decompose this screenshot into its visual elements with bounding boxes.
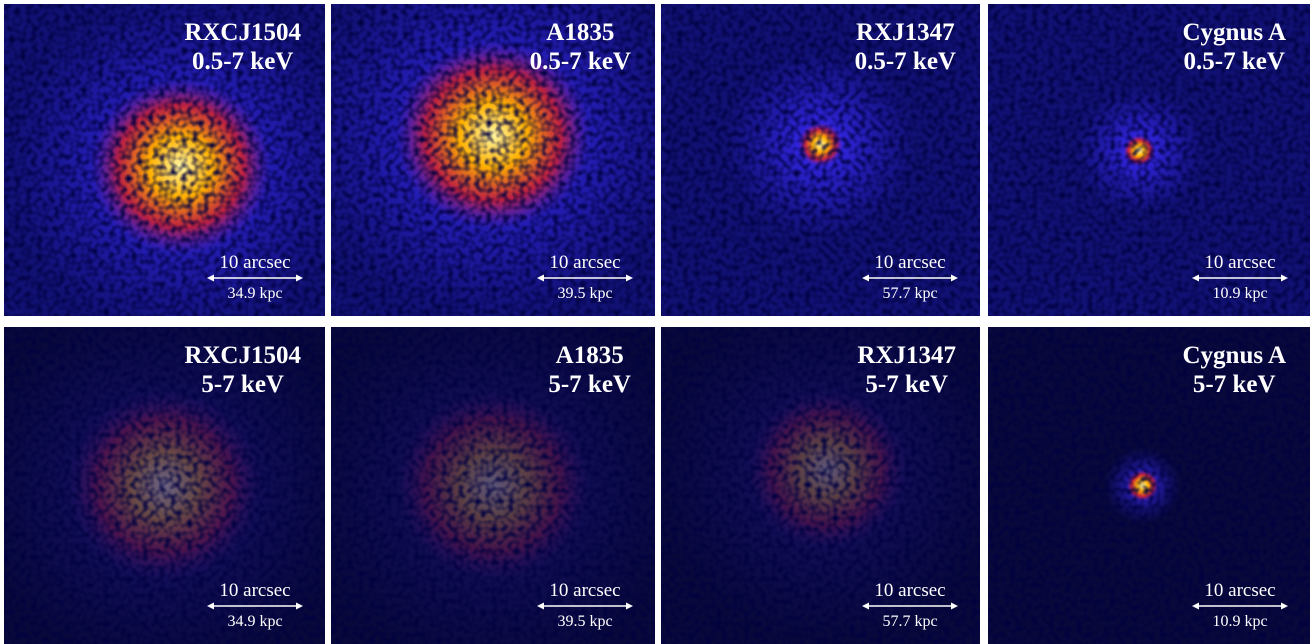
- scale-bar: 10 arcsec 57.7 kpc: [862, 580, 958, 632]
- distance-text: 34.9 kpc: [227, 613, 283, 630]
- object-name: Cygnus A: [1182, 19, 1286, 46]
- energy-band: 5-7 keV: [865, 371, 949, 398]
- panel-label: RXJ1347 5-7 keV: [857, 341, 956, 399]
- scale-arrow: [862, 274, 958, 282]
- xray-image: [988, 327, 1310, 644]
- distance-text: 10.9 kpc: [1212, 285, 1268, 302]
- image-panel: RXCJ1504 5-7 keV 10 arcsec 34.9 kpc: [4, 327, 325, 644]
- scale-bar: 10 arcsec 34.9 kpc: [207, 580, 303, 632]
- scale-bar: 10 arcsec 39.5 kpc: [537, 580, 633, 632]
- object-name: Cygnus A: [1182, 342, 1286, 369]
- scale-text: 10 arcsec: [1204, 252, 1276, 273]
- xray-image: [4, 4, 325, 316]
- distance-text: 39.5 kpc: [557, 285, 613, 302]
- scale-bar: 10 arcsec 34.9 kpc: [207, 252, 303, 304]
- scale-bar: 10 arcsec 10.9 kpc: [1192, 580, 1288, 632]
- panel-label: A1835 0.5-7 keV: [530, 18, 631, 76]
- panel-label: RXCJ1504 0.5-7 keV: [184, 18, 301, 76]
- scale-text: 10 arcsec: [219, 580, 291, 601]
- scale-arrow: [207, 274, 303, 282]
- energy-band: 5-7 keV: [201, 371, 284, 398]
- scale-text: 10 arcsec: [874, 252, 946, 273]
- distance-text: 57.7 kpc: [882, 285, 938, 302]
- panel-label: RXCJ1504 5-7 keV: [184, 341, 301, 399]
- xray-image: [331, 4, 655, 316]
- energy-band: 0.5-7 keV: [529, 48, 631, 75]
- energy-band: 0.5-7 keV: [1183, 48, 1285, 75]
- xray-image: [661, 327, 980, 644]
- scale-bar: 10 arcsec 10.9 kpc: [1192, 252, 1288, 304]
- image-panel: Cygnus A 5-7 keV 10 arcsec 10.9 kpc: [988, 327, 1310, 644]
- distance-text: 10.9 kpc: [1212, 613, 1268, 630]
- panel-label: A1835 5-7 keV: [548, 341, 631, 399]
- distance-text: 39.5 kpc: [557, 613, 613, 630]
- panel-label: RXJ1347 0.5-7 keV: [855, 18, 956, 76]
- scale-text: 10 arcsec: [874, 580, 946, 601]
- distance-text: 34.9 kpc: [227, 285, 283, 302]
- xray-image: [988, 4, 1310, 316]
- panel-label: Cygnus A 0.5-7 keV: [1182, 18, 1286, 76]
- xray-image: [661, 4, 980, 316]
- xray-image: [4, 327, 325, 644]
- xray-image: [331, 327, 655, 644]
- scale-arrow: [537, 274, 633, 282]
- distance-text: 57.7 kpc: [882, 613, 938, 630]
- scale-arrow: [1192, 274, 1288, 282]
- scale-arrow: [537, 602, 633, 610]
- scale-text: 10 arcsec: [549, 580, 621, 601]
- scale-text: 10 arcsec: [1204, 580, 1276, 601]
- image-panel: A1835 0.5-7 keV 10 arcsec 39.5 kpc: [331, 4, 655, 316]
- object-name: RXCJ1504: [184, 342, 301, 369]
- scale-arrow: [207, 602, 303, 610]
- object-name: RXJ1347: [856, 19, 955, 46]
- energy-band: 5-7 keV: [1192, 371, 1276, 398]
- energy-band: 5-7 keV: [548, 371, 631, 398]
- scale-arrow: [1192, 602, 1288, 610]
- image-panel: Cygnus A 0.5-7 keV 10 arcsec 10.9 kpc: [988, 4, 1310, 316]
- image-panel: RXCJ1504 0.5-7 keV 10 arcsec 34.9 kpc: [4, 4, 325, 316]
- object-name: RXCJ1504: [184, 19, 301, 46]
- energy-band: 0.5-7 keV: [191, 48, 294, 75]
- energy-band: 0.5-7 keV: [854, 48, 956, 75]
- panel-label: Cygnus A 5-7 keV: [1182, 341, 1286, 399]
- object-name: A1835: [546, 19, 615, 46]
- scale-arrow: [862, 602, 958, 610]
- scale-text: 10 arcsec: [219, 252, 291, 273]
- object-name: A1835: [555, 342, 624, 369]
- scale-bar: 10 arcsec 39.5 kpc: [537, 252, 633, 304]
- image-panel: RXJ1347 0.5-7 keV 10 arcsec 57.7 kpc: [661, 4, 980, 316]
- scale-bar: 10 arcsec 57.7 kpc: [862, 252, 958, 304]
- scale-text: 10 arcsec: [549, 252, 621, 273]
- image-panel: RXJ1347 5-7 keV 10 arcsec 57.7 kpc: [661, 327, 980, 644]
- object-name: RXJ1347: [857, 342, 956, 369]
- image-panel: A1835 5-7 keV 10 arcsec 39.5 kpc: [331, 327, 655, 644]
